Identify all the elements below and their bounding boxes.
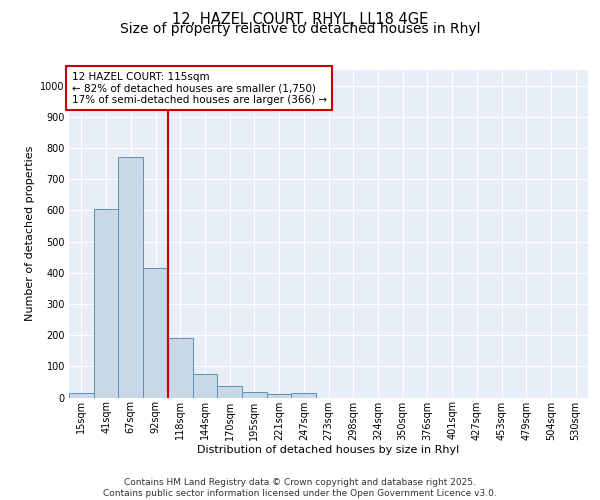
Text: Contains HM Land Registry data © Crown copyright and database right 2025.
Contai: Contains HM Land Registry data © Crown c… bbox=[103, 478, 497, 498]
Bar bbox=[69, 393, 94, 398]
Text: 12 HAZEL COURT: 115sqm
← 82% of detached houses are smaller (1,750)
17% of semi-: 12 HAZEL COURT: 115sqm ← 82% of detached… bbox=[71, 72, 327, 105]
Bar bbox=[217, 386, 242, 398]
Bar bbox=[267, 394, 292, 398]
Bar bbox=[143, 268, 168, 398]
Y-axis label: Number of detached properties: Number of detached properties bbox=[25, 146, 35, 322]
Text: Size of property relative to detached houses in Rhyl: Size of property relative to detached ho… bbox=[120, 22, 480, 36]
Bar bbox=[292, 393, 316, 398]
X-axis label: Distribution of detached houses by size in Rhyl: Distribution of detached houses by size … bbox=[197, 445, 460, 455]
Bar bbox=[168, 338, 193, 398]
Bar bbox=[118, 158, 143, 398]
Bar bbox=[193, 374, 217, 398]
Bar bbox=[242, 392, 267, 398]
Bar bbox=[94, 209, 118, 398]
Text: 12, HAZEL COURT, RHYL, LL18 4GE: 12, HAZEL COURT, RHYL, LL18 4GE bbox=[172, 12, 428, 28]
